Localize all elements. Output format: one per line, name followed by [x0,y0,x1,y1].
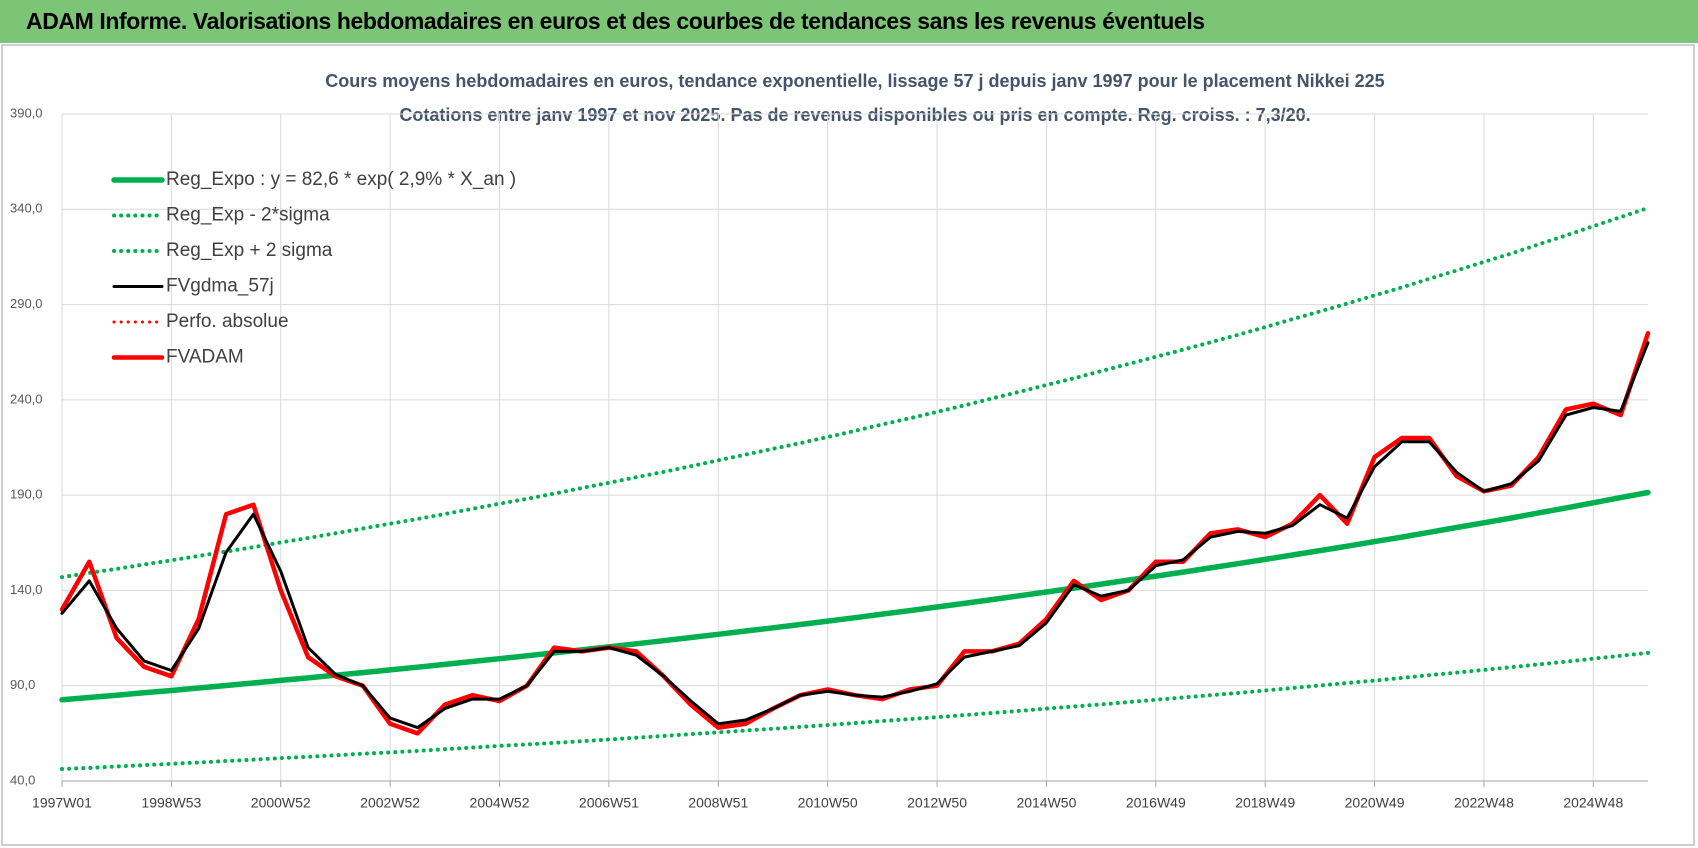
y-tick-label: 40,0 [10,772,35,787]
chart-subtitle: Cotations entre janv 1997 et nov 2025. P… [399,105,1310,125]
series-line [60,341,1650,730]
y-tick-label: 390,0 [10,105,43,120]
chart-frame [1,44,1695,846]
x-tick-label: 2018W49 [1235,795,1295,811]
legend-label: FVgdma_57j [166,276,274,297]
x-tick-label: 2004W52 [470,795,530,811]
legend-label: Reg_Exp + 2 sigma [166,240,333,261]
legend-label: Reg_Exp - 2*sigma [166,205,330,226]
y-tick-label: 90,0 [10,677,35,692]
legend-label: Reg_Expo : y = 82,6 * exp( 2,9% * X_an ) [166,169,516,190]
x-tick-label: 2014W50 [1016,795,1076,811]
chart-title: Cours moyens hebdomadaires en euros, ten… [325,71,1384,91]
y-tick-label: 290,0 [10,296,43,311]
x-tick-label: 2016W49 [1126,795,1186,811]
x-tick-label: 2006W51 [579,795,639,811]
x-tick-label: 1998W53 [141,795,201,811]
y-tick-label: 340,0 [10,201,43,216]
legend-label: FVADAM [166,347,244,368]
x-tick-label: 2012W50 [907,795,967,811]
series-line [60,650,1650,771]
series-line [59,489,1651,703]
x-tick-label: 2008W51 [688,795,748,811]
y-tick-label: 240,0 [10,391,43,406]
x-tick-label: 2022W48 [1454,795,1514,811]
x-tick-label: 1997W01 [32,795,92,811]
x-tick-label: 2000W52 [251,795,311,811]
x-tick-label: 2024W48 [1563,795,1623,811]
chart: Cours moyens hebdomadaires en euros, ten… [1,44,1695,846]
y-tick-label: 190,0 [10,487,43,502]
x-tick-label: 2002W52 [360,795,420,811]
legend-label: Perfo. absolue [166,311,289,332]
x-tick-label: 2010W50 [798,795,858,811]
header-title: ADAM Informe. Valorisations hebdomadaire… [26,8,1205,34]
header-bar: ADAM Informe. Valorisations hebdomadaire… [0,0,1698,43]
x-tick-label: 2020W49 [1345,795,1405,811]
y-tick-label: 140,0 [10,582,43,597]
